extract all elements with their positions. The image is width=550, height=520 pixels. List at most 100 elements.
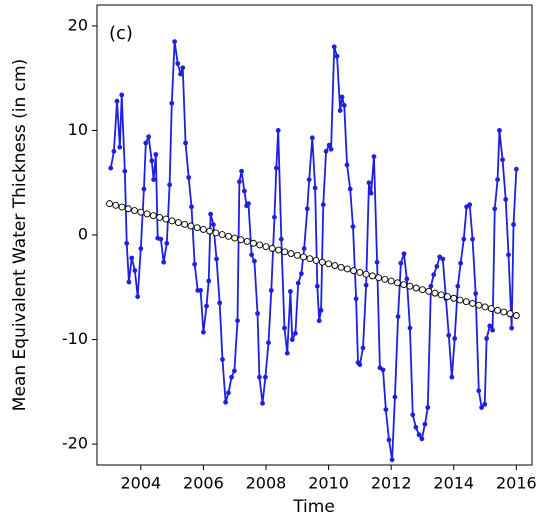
data-point [229, 374, 234, 380]
trend-point [118, 203, 126, 211]
x-tick-label: 2004 [120, 474, 161, 493]
y-tick-label: 0 [78, 225, 88, 244]
trend-point [156, 213, 164, 221]
data-point [467, 202, 473, 208]
data-point [337, 108, 343, 113]
data-point [487, 323, 493, 329]
trend-point [444, 293, 451, 301]
data-point [509, 325, 515, 331]
trend-point [318, 258, 326, 266]
trend-point [412, 284, 420, 292]
data-point [304, 206, 310, 212]
trend-point [124, 205, 132, 213]
data-point [169, 100, 175, 106]
data-point [226, 390, 231, 396]
trend-point [174, 219, 182, 227]
data-point [410, 412, 416, 418]
trend-point [494, 306, 502, 314]
plot-frame [96, 4, 533, 466]
trend-point [193, 224, 201, 232]
data-point [314, 283, 320, 289]
trend-point [487, 305, 495, 313]
data-point [135, 294, 141, 300]
data-point [513, 166, 519, 172]
trend-point [462, 298, 470, 306]
x-tick-label: 2012 [371, 474, 412, 493]
trend-point [131, 207, 139, 214]
data-point [401, 251, 407, 257]
data-point [395, 314, 401, 319]
data-point [334, 53, 340, 59]
data-point [293, 330, 298, 336]
trend-point [400, 281, 408, 289]
data-point [206, 278, 212, 284]
data-point [180, 65, 186, 71]
data-point [490, 327, 495, 333]
data-point [172, 39, 178, 44]
data-point [404, 276, 410, 282]
trend-point [206, 227, 214, 235]
data-point [440, 256, 446, 262]
data-point [301, 246, 307, 251]
data-point [198, 288, 203, 293]
x-tick-label: 2006 [183, 474, 224, 493]
x-tick-label: 2010 [308, 474, 349, 493]
trend-point [287, 250, 295, 257]
data-point [476, 388, 482, 394]
data-point [422, 421, 428, 427]
trend-point [331, 262, 339, 270]
x-tick-label: 2008 [246, 474, 287, 493]
trend-point [275, 246, 282, 254]
data-point [500, 157, 505, 163]
y-tick-label: 10 [68, 120, 88, 139]
trend-point [262, 243, 270, 251]
trend-point [450, 294, 458, 302]
data-point [473, 291, 479, 296]
data-point [363, 282, 369, 288]
trend-point [106, 200, 113, 208]
trend-point [149, 212, 157, 220]
trend-point [325, 260, 333, 268]
data-point [249, 252, 254, 258]
data-point [260, 400, 265, 406]
trend-point [162, 215, 170, 223]
data-point [434, 263, 440, 269]
data-point [175, 61, 181, 66]
data-point [366, 180, 372, 186]
data-point [320, 202, 326, 208]
x-tick-label: 2016 [496, 474, 537, 493]
data-point [383, 407, 389, 412]
data-point [246, 201, 251, 207]
data-point [470, 236, 475, 242]
data-point [151, 177, 157, 182]
data-point [326, 142, 332, 148]
data-point [428, 283, 434, 289]
trend-point [500, 308, 508, 316]
trend-point [425, 287, 433, 295]
data-point [192, 261, 198, 267]
data-point [208, 211, 214, 217]
data-point [389, 457, 395, 463]
trend-point [350, 267, 358, 275]
trend-point [343, 265, 351, 273]
trend-point [337, 263, 345, 271]
data-point [497, 128, 502, 133]
trend-point [475, 301, 483, 309]
data-point [419, 436, 425, 442]
data-point [220, 357, 225, 362]
data-point [239, 168, 244, 174]
data-point [371, 154, 377, 159]
data-point [241, 188, 247, 194]
trend-point [481, 303, 489, 311]
data-point [495, 177, 500, 182]
trend-point [250, 239, 257, 247]
trend-point [268, 244, 276, 252]
data-point [211, 222, 216, 227]
data-point [266, 340, 271, 346]
trend-point [218, 231, 226, 239]
data-point [353, 296, 359, 302]
trend-point [469, 300, 476, 307]
data-point [446, 332, 452, 338]
data-point [492, 206, 498, 212]
